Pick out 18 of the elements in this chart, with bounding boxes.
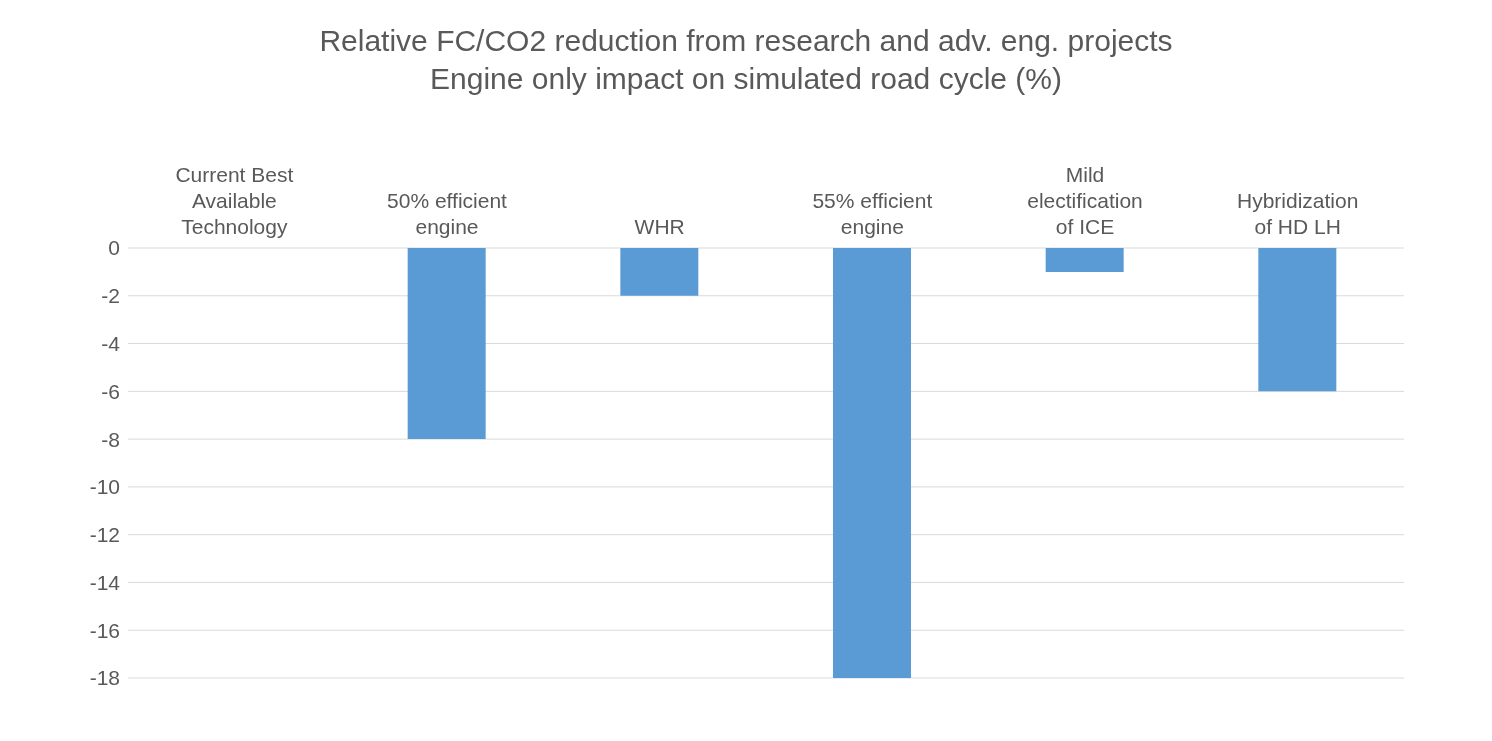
- x-tick-label: Mild electification of ICE: [1027, 163, 1143, 238]
- y-tick-label: -4: [101, 332, 121, 356]
- y-tick-label: -8: [101, 427, 120, 451]
- y-tick-label: -6: [101, 379, 120, 403]
- y-tick-label: -14: [89, 570, 121, 594]
- y-tick-label: -10: [89, 475, 120, 499]
- x-tick-label: WHR: [634, 215, 685, 238]
- x-tick-label: 50% efficient engine: [387, 189, 508, 238]
- x-tick-label: Hybridization of HD LH: [1236, 189, 1359, 238]
- x-tick-label: 55% efficient engine: [812, 189, 933, 238]
- y-tick-label: 0: [108, 236, 120, 260]
- chart-subtitle: Engine only impact on simulated road cycle (%): [429, 61, 1063, 97]
- chart-title: Relative FC/CO2 reduction from research and adv. eng. projects: [318, 23, 1174, 59]
- x-tick-label: Current Best Available Technology: [175, 163, 294, 238]
- y-tick-label: -12: [89, 523, 120, 547]
- y-tick-label: -16: [89, 618, 120, 642]
- y-tick-label: -2: [101, 284, 120, 308]
- y-tick-label: -18: [89, 666, 120, 690]
